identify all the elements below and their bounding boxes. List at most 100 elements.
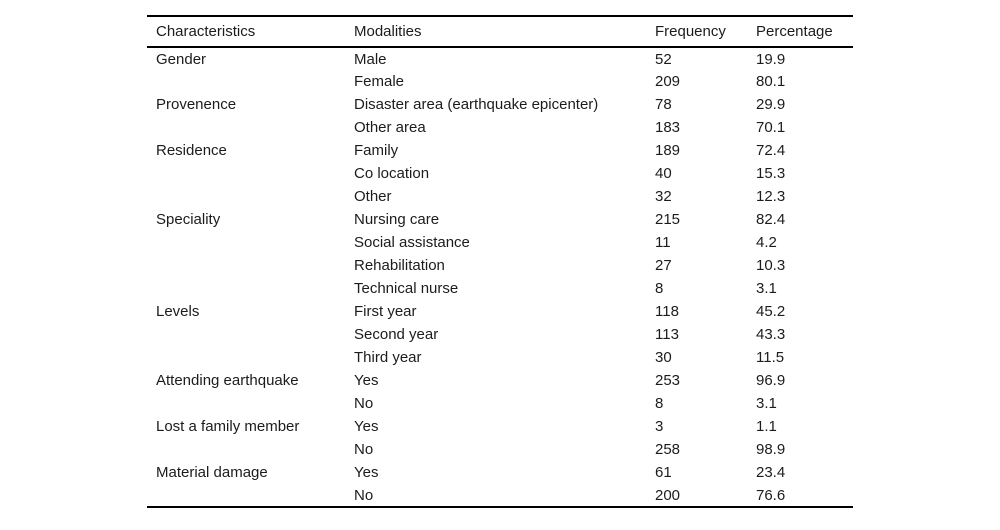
frequency-cell: 32 [655, 188, 672, 205]
modality-cell: Social assistance [354, 234, 470, 251]
table-row: No 200 76.6 [147, 484, 853, 507]
characteristic-cell: Residence [156, 142, 227, 159]
percentage-cell: 3.1 [756, 395, 777, 412]
modality-cell: No [354, 395, 374, 412]
table-row: Attending earthquake Yes 253 96.9 [147, 369, 853, 392]
table-row: Social assistance 11 4.2 [147, 231, 853, 254]
header-frequency: Frequency [655, 23, 726, 40]
percentage-cell: 10.3 [756, 257, 786, 274]
modality-cell: Male [354, 50, 387, 68]
frequency-cell: 78 [655, 96, 672, 113]
modality-cell: Second year [354, 326, 439, 343]
characteristic-cell [147, 484, 354, 507]
percentage-cell: 70.1 [756, 119, 786, 136]
modality-cell: Rehabilitation [354, 257, 445, 274]
percentage-cell: 45.2 [756, 303, 786, 320]
characteristics-table-container: Characteristics Modalities Frequency Per… [147, 15, 853, 508]
table-row: Residence Family 189 72.4 [147, 139, 853, 162]
table-row: Third year 30 11.5 [147, 346, 853, 369]
frequency-cell: 215 [655, 211, 681, 228]
table-row: No 8 3.1 [147, 392, 853, 415]
table-row: Lost a family member Yes 3 1.1 [147, 415, 853, 438]
modality-cell: First year [354, 303, 417, 320]
percentage-cell: 43.3 [756, 326, 786, 343]
characteristic-cell: Speciality [156, 211, 221, 228]
table-row: Female 209 80.1 [147, 70, 853, 93]
characteristic-cell: Lost a family member [156, 418, 300, 435]
frequency-cell: 209 [655, 73, 681, 90]
characteristic-cell [147, 231, 354, 254]
percentage-cell: 82.4 [756, 211, 786, 228]
characteristic-cell: Levels [156, 303, 200, 320]
frequency-cell: 189 [655, 142, 681, 159]
percentage-cell: 12.3 [756, 188, 786, 205]
percentage-cell: 96.9 [756, 372, 786, 389]
characteristic-cell [147, 346, 354, 369]
characteristic-cell: Attending earthquake [156, 372, 299, 389]
frequency-cell: 113 [655, 326, 679, 343]
table-row: Other area 183 70.1 [147, 116, 853, 139]
frequency-cell: 52 [655, 50, 672, 68]
frequency-cell: 8 [655, 280, 664, 297]
frequency-cell: 118 [655, 303, 679, 320]
percentage-cell: 15.3 [756, 165, 786, 182]
characteristic-cell [147, 438, 354, 461]
frequency-cell: 253 [655, 372, 681, 389]
modality-cell: Female [354, 73, 405, 90]
header-characteristics: Characteristics [156, 23, 256, 40]
table-row: Rehabilitation 27 10.3 [147, 254, 853, 277]
frequency-cell: 61 [655, 464, 672, 481]
header-percentage: Percentage [756, 23, 833, 40]
header-modalities: Modalities [354, 23, 422, 40]
percentage-cell: 29.9 [756, 96, 786, 113]
characteristic-cell [147, 254, 354, 277]
percentage-cell: 80.1 [756, 73, 786, 90]
characteristic-cell: Gender [156, 50, 207, 68]
percentage-cell: 3.1 [756, 280, 777, 297]
characteristic-cell: Material damage [156, 464, 268, 481]
table-row: Second year 113 43.3 [147, 323, 853, 346]
percentage-cell: 19.9 [756, 50, 786, 68]
table-row: Speciality Nursing care 215 82.4 [147, 208, 853, 231]
characteristic-cell [147, 162, 354, 185]
percentage-cell: 76.6 [756, 486, 786, 504]
modality-cell: Nursing care [354, 211, 440, 228]
modality-cell: No [354, 441, 374, 458]
modality-cell: Yes [354, 464, 379, 481]
table-row: Levels First year 118 45.2 [147, 300, 853, 323]
modality-cell: Family [354, 142, 399, 159]
characteristic-cell [147, 116, 354, 139]
table-row: Gender Male 52 19.9 [147, 47, 853, 70]
frequency-cell: 3 [655, 418, 664, 435]
modality-cell: Yes [354, 418, 379, 435]
percentage-cell: 4.2 [756, 234, 777, 251]
table-row: No 258 98.9 [147, 438, 853, 461]
percentage-cell: 98.9 [756, 441, 786, 458]
modality-cell: Technical nurse [354, 280, 459, 297]
frequency-cell: 40 [655, 165, 672, 182]
table-row: Technical nurse 8 3.1 [147, 277, 853, 300]
percentage-cell: 72.4 [756, 142, 786, 159]
frequency-cell: 258 [655, 441, 681, 458]
characteristic-cell [147, 185, 354, 208]
percentage-cell: 23.4 [756, 464, 786, 481]
table-body: Gender Male 52 19.9 Female 209 80.1 Prov… [147, 47, 853, 507]
table-row: Co location 40 15.3 [147, 162, 853, 185]
table-row: Other 32 12.3 [147, 185, 853, 208]
characteristic-cell [147, 277, 354, 300]
frequency-cell: 27 [655, 257, 672, 274]
table-row: Material damage Yes 61 23.4 [147, 461, 853, 484]
characteristic-cell [147, 323, 354, 346]
table-header-row: Characteristics Modalities Frequency Per… [147, 16, 853, 47]
characteristic-cell [147, 392, 354, 415]
modality-cell: No [354, 486, 374, 504]
characteristic-cell [147, 70, 354, 93]
modality-cell: Yes [354, 372, 379, 389]
table-row: Provenence Disaster area (earthquake epi… [147, 93, 853, 116]
frequency-cell: 200 [655, 486, 681, 504]
modality-cell: Disaster area (earthquake epicenter) [354, 96, 599, 113]
table-header: Characteristics Modalities Frequency Per… [147, 16, 853, 47]
modality-cell: Co location [354, 165, 430, 182]
modality-cell: Third year [354, 349, 422, 366]
percentage-cell: 11.5 [756, 349, 785, 366]
